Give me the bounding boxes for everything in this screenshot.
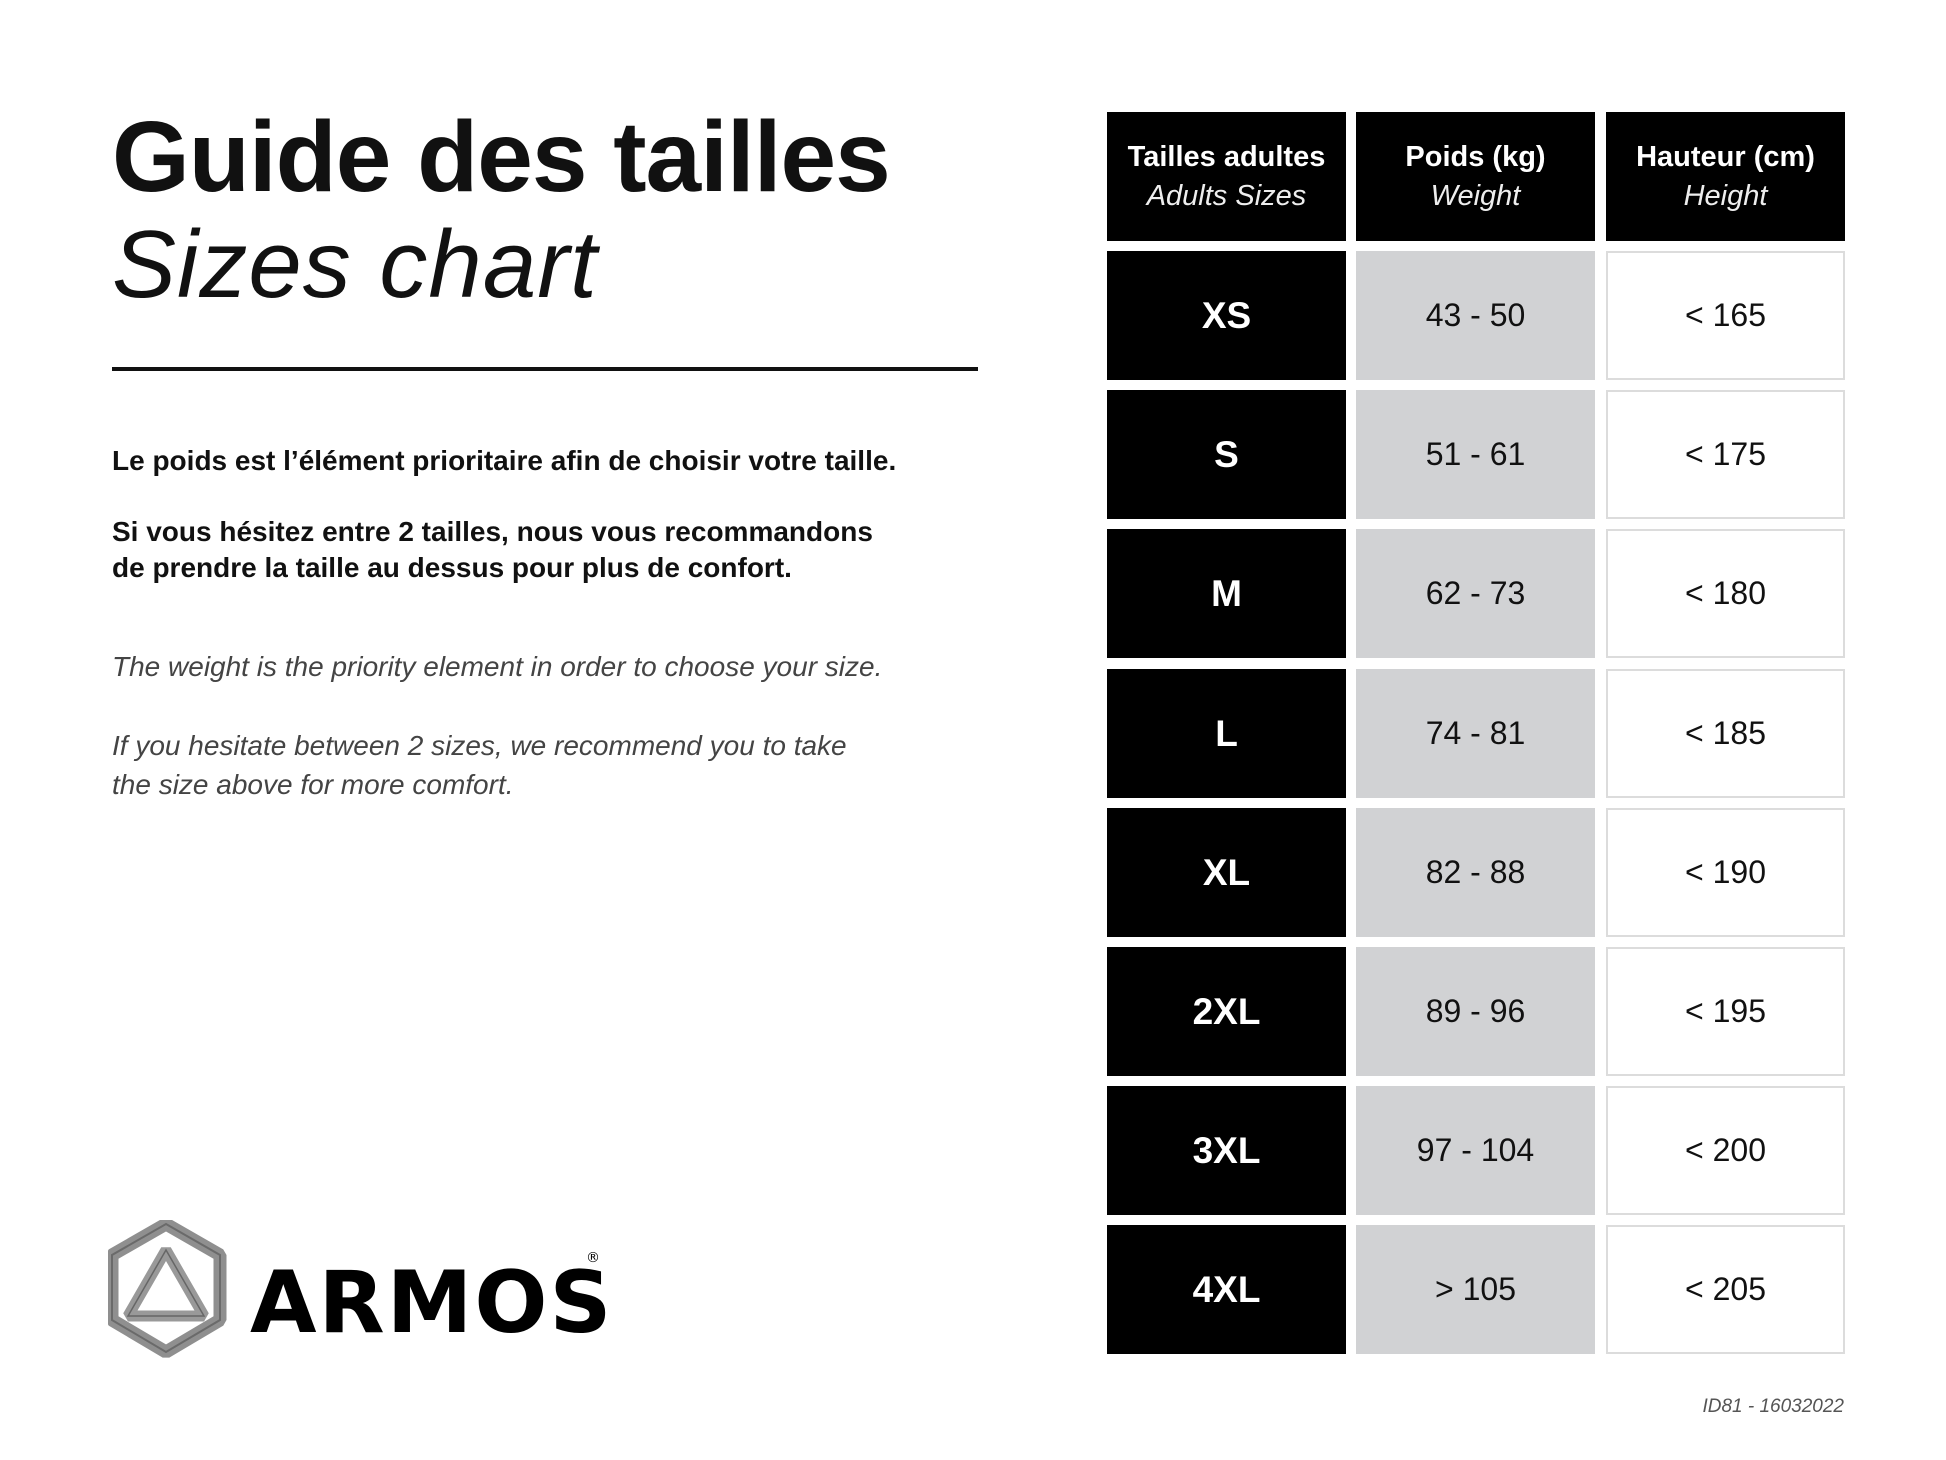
page-subtitle: Sizes chart [112,211,598,318]
size-cell: 2XL [1107,947,1346,1076]
header-size: Tailles adultes Adults Sizes [1107,112,1346,241]
height-cell: < 200 [1606,1086,1845,1215]
en-paragraph-1: The weight is the priority element in or… [112,651,883,682]
header-label-en: Adults Sizes [1146,179,1307,212]
weight-cell: 97 - 104 [1356,1086,1595,1215]
size-cell: XL [1107,808,1346,937]
header-label-en: Weight [1430,179,1521,212]
height-cell: < 195 [1606,947,1845,1076]
size-cell: 3XL [1107,1086,1346,1215]
header-label-en: Height [1683,179,1768,212]
fr-paragraph-2-line-1: Si vous hésitez entre 2 tailles, nous vo… [112,516,873,547]
height-cell: < 185 [1606,669,1845,798]
weight-cell: 82 - 88 [1356,808,1595,937]
height-cell: < 190 [1606,808,1845,937]
header-label-fr: Hauteur (cm) [1636,140,1815,173]
document-id: ID81 - 16032022 [1702,1396,1844,1417]
height-cell: < 175 [1606,390,1845,519]
weight-cell: 74 - 81 [1356,669,1595,798]
height-cell: < 205 [1606,1225,1845,1354]
fr-paragraph-2-line-2: de prendre la taille au dessus pour plus… [112,552,792,583]
size-cell: L [1107,669,1346,798]
registered-mark: ® [586,1250,600,1266]
fr-paragraph-1: Le poids est l’élément prioritaire afin … [112,445,897,476]
header-label-fr: Tailles adultes [1127,140,1326,173]
size-cell: 4XL [1107,1225,1346,1354]
height-cell: < 165 [1606,251,1845,380]
height-cell: < 180 [1606,529,1845,658]
armos-logo: ARMOS ® [105,1218,611,1360]
header-height: Hauteur (cm) Height [1606,112,1845,241]
size-cell: XS [1107,251,1346,380]
size-cell: S [1107,390,1346,519]
logo-wordmark: ARMOS [250,1253,608,1353]
weight-cell: 43 - 50 [1356,251,1595,380]
page-title: Guide des tailles [112,101,891,213]
header-label-fr: Poids (kg) [1405,140,1546,173]
divider [112,367,978,371]
weight-cell: 62 - 73 [1356,529,1595,658]
hexagon-triangle-logo-icon [105,1218,227,1358]
en-paragraph-2-line-1: If you hesitate between 2 sizes, we reco… [112,730,847,761]
weight-cell: > 105 [1356,1225,1595,1354]
en-paragraph-2-line-2: the size above for more comfort. [112,769,514,800]
weight-cell: 51 - 61 [1356,390,1595,519]
size-cell: M [1107,529,1346,658]
header-weight: Poids (kg) Weight [1356,112,1595,241]
weight-cell: 89 - 96 [1356,947,1595,1076]
